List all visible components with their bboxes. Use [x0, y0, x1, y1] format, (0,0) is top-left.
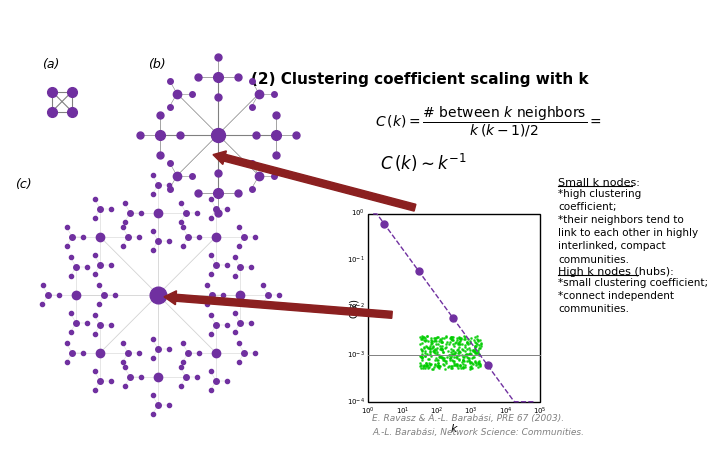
Text: $10^5$: $10^5$ [533, 406, 547, 417]
Text: High k nodes (hubs):: High k nodes (hubs): [558, 267, 674, 277]
Text: $C\,(k) \sim k^{-1}$: $C\,(k) \sim k^{-1}$ [380, 152, 467, 174]
FancyArrow shape [164, 291, 392, 318]
Text: $10^1$: $10^1$ [395, 406, 409, 417]
Text: $10^3$: $10^3$ [464, 406, 478, 417]
Text: $10^{-1}$: $10^{-1}$ [347, 255, 365, 266]
Text: $10^{-3}$: $10^{-3}$ [347, 349, 365, 360]
Text: *high clustering
coefficient;
*their neighbors tend to
link to each other in hig: *high clustering coefficient; *their nei… [558, 189, 698, 265]
Text: $10^2$: $10^2$ [430, 406, 444, 417]
Text: *small clustering coefficient;
*connect independent
communities.: *small clustering coefficient; *connect … [558, 278, 708, 314]
Text: Hierarchy in networks: Hierarchy in networks [259, 15, 503, 34]
Text: A.-L. Barabási, Network Science: Communities.: A.-L. Barabási, Network Science: Communi… [372, 428, 584, 437]
Text: k: k [451, 424, 457, 434]
Text: $10^{-2}$: $10^{-2}$ [347, 302, 365, 314]
Text: $10^0$: $10^0$ [361, 406, 375, 417]
Text: Section 4: Section 4 [14, 15, 117, 34]
Text: C(k): C(k) [349, 298, 359, 318]
Text: $10^4$: $10^4$ [499, 406, 513, 417]
Text: (b): (b) [148, 58, 166, 71]
Text: $C\,(k) = \dfrac{\# \mathrm{\ between\ } k \mathrm{\ neighbors}}{k\,(k-1)/2} = $: $C\,(k) = \dfrac{\# \mathrm{\ between\ }… [375, 104, 602, 139]
Text: (2) Clustering coefficient scaling with k: (2) Clustering coefficient scaling with … [251, 72, 589, 86]
FancyArrow shape [213, 151, 416, 211]
Text: E. Ravasz & A.-L. Barabási, PRE 67 (2003).: E. Ravasz & A.-L. Barabási, PRE 67 (2003… [372, 414, 564, 423]
Text: $10^{-4}$: $10^{-4}$ [347, 396, 365, 408]
Text: (c): (c) [15, 178, 32, 191]
Bar [368, 214, 540, 402]
Text: $10^0$: $10^0$ [351, 208, 365, 219]
Text: Small k nodes:: Small k nodes: [558, 178, 640, 188]
Text: (a): (a) [42, 58, 59, 71]
